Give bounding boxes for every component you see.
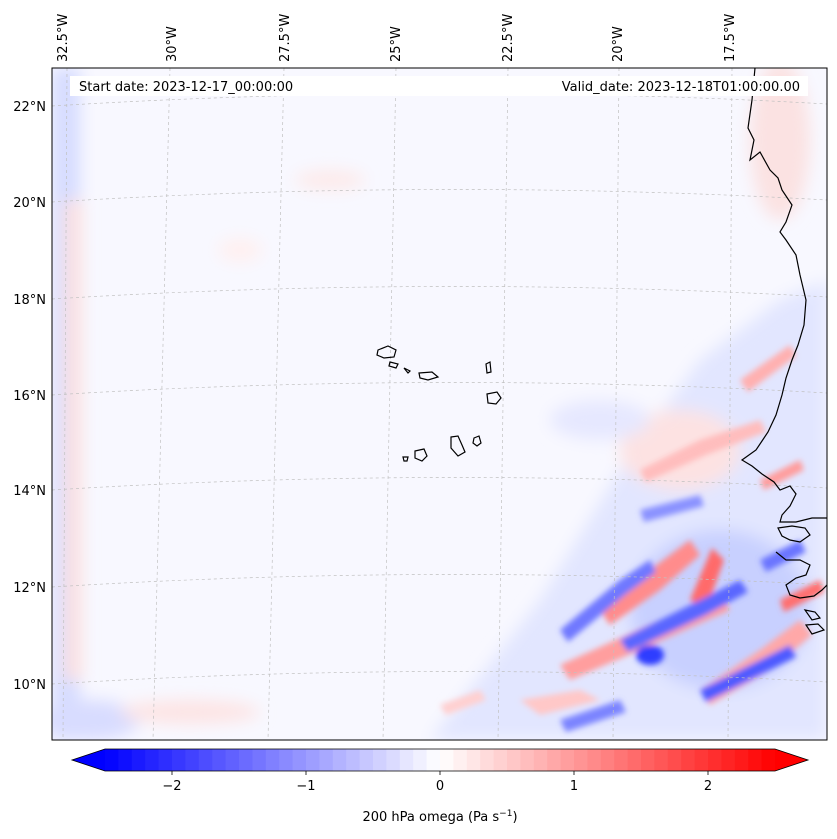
colorbar-cell [614, 749, 629, 771]
colorbar-cell [641, 749, 655, 771]
colorbar-cell [158, 749, 173, 771]
colorbar-cell [332, 749, 347, 771]
colorbar-outline [70, 748, 810, 772]
colorbar-tick-label: 2 [704, 779, 712, 794]
colorbar-cell [681, 749, 696, 771]
colorbar-cell [426, 749, 441, 771]
colorbar-cell [708, 749, 722, 771]
colorbar-cell [480, 749, 495, 771]
colorbar: −2 −1 0 1 2 200 hPa omega (Pa s−1) [70, 748, 810, 825]
colorbar-cell [748, 749, 763, 771]
lon-label-17-5w: 17.5°W [723, 14, 738, 62]
colorbar-cell [279, 749, 294, 771]
colorbar-cells [105, 749, 776, 771]
colorbar-cell [734, 749, 749, 771]
colorbar-cell [493, 749, 508, 771]
colorbar-cell [172, 749, 186, 771]
lat-label-18n: 18°N [13, 293, 46, 308]
cape-verde-islands [376, 345, 502, 462]
colorbar-cell [292, 749, 307, 771]
lon-label-32-5w: 32.5°W [56, 14, 71, 62]
lat-label-14n: 14°N [13, 484, 46, 499]
valid-date-label: Valid_date: 2023-12-18T01:00:00.00 [562, 80, 800, 95]
coastline [740, 68, 827, 635]
colorbar-max-extension [775, 749, 808, 771]
lat-label-22n: 22°N [13, 100, 46, 115]
lat-label-12n: 12°N [13, 581, 46, 596]
colorbar-cell [386, 749, 401, 771]
colorbar-ticks: −2 −1 0 1 2 [162, 771, 712, 794]
lon-label-22-5w: 22.5°W [501, 14, 516, 62]
colorbar-cell [466, 749, 481, 771]
colorbar-cell [239, 749, 253, 771]
colorbar-cell [145, 749, 160, 771]
colorbar-tick-label: −2 [162, 779, 181, 794]
colorbar-cell [533, 749, 548, 771]
colorbar-cell [319, 749, 334, 771]
colorbar-cell [212, 749, 227, 771]
latitude-labels: 22°N 20°N 18°N 16°N 14°N 12°N 10°N [13, 100, 46, 693]
colorbar-cell [574, 749, 588, 771]
colorbar-cell [198, 749, 213, 771]
colorbar-cell [399, 749, 414, 771]
colorbar-cell [694, 749, 709, 771]
colorbar-cell [306, 749, 320, 771]
colorbar-cell [413, 749, 428, 771]
colorbar-cell [185, 749, 200, 771]
colorbar-tick-label: 1 [570, 779, 578, 794]
colorbar-cell [118, 749, 133, 771]
colorbar-cell [373, 749, 387, 771]
colorbar-cell [587, 749, 602, 771]
lat-label-16n: 16°N [13, 389, 46, 404]
map-frame [51, 67, 828, 741]
colorbar-cell [359, 749, 374, 771]
lat-label-10n: 10°N [13, 678, 46, 693]
colorbar-cell [265, 749, 280, 771]
colorbar-cell [520, 749, 535, 771]
lon-label-30w: 30°W [165, 26, 180, 62]
colorbar-min-extension [72, 749, 105, 771]
colorbar-cell [560, 749, 575, 771]
colorbar-cell [453, 749, 468, 771]
colorbar-cell [627, 749, 642, 771]
graticule [52, 68, 827, 740]
colorbar-cell [600, 749, 615, 771]
colorbar-cell [507, 749, 521, 771]
colorbar-cell [654, 749, 669, 771]
start-date-label: Start date: 2023-12-17_00:00:00 [79, 80, 293, 95]
colorbar-cell [131, 749, 146, 771]
colorbar-cell [667, 749, 682, 771]
colorbar-cell [252, 749, 267, 771]
colorbar-cell [105, 749, 119, 771]
map-panel [52, 68, 827, 740]
lon-label-25w: 25°W [389, 26, 404, 62]
lat-label-20n: 20°N [13, 196, 46, 211]
colorbar-cell [761, 749, 776, 771]
colorbar-tick-label: −1 [296, 779, 315, 794]
colorbar-cell [547, 749, 562, 771]
lon-label-27-5w: 27.5°W [278, 14, 293, 62]
colorbar-cell [440, 749, 454, 771]
header-strip [70, 76, 808, 96]
longitude-labels: 32.5°W 30°W 27.5°W 25°W 22.5°W 20°W 17.5… [56, 14, 738, 62]
colorbar-cell [346, 749, 361, 771]
lon-label-20w: 20°W [611, 26, 626, 62]
colorbar-title: 200 hPa omega (Pa s−1) [362, 809, 517, 825]
colorbar-tick-label: 0 [436, 779, 444, 794]
colorbar-cell [225, 749, 240, 771]
colorbar-cell [721, 749, 736, 771]
